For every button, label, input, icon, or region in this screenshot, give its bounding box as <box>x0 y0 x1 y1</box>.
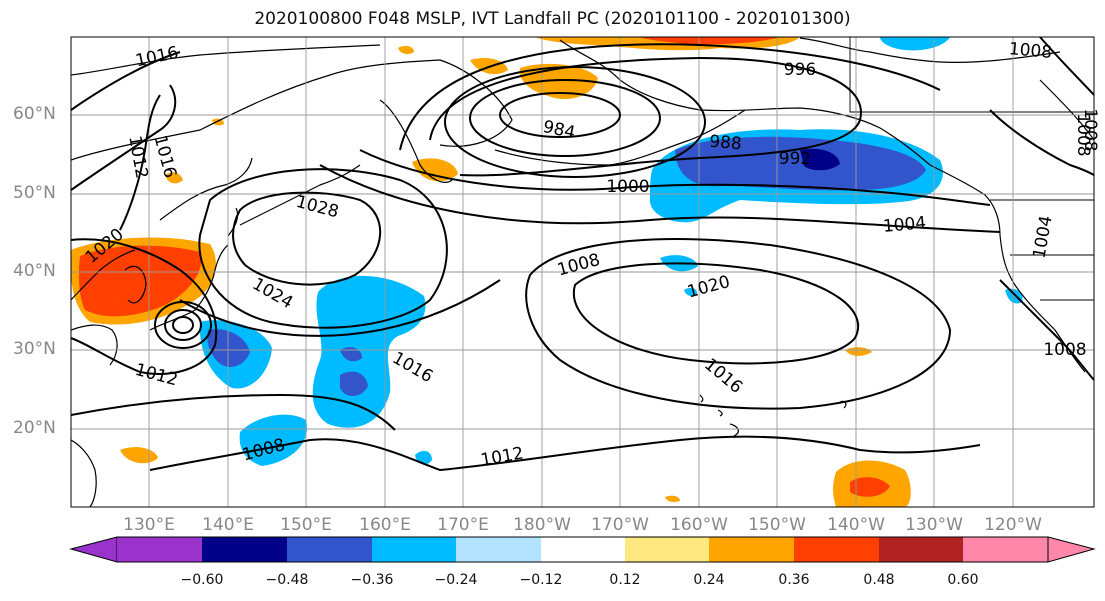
contour-label: 1008 <box>1043 340 1086 360</box>
lon-label: 140°W <box>827 515 885 535</box>
coastlines <box>71 37 1094 507</box>
lat-label: 40°N <box>13 261 56 281</box>
lon-label: 180°W <box>513 515 571 535</box>
colorbar-segment <box>709 537 794 562</box>
colorbar-tick-label: −0.60 <box>180 572 224 588</box>
colorbar-tick-label: −0.36 <box>350 572 394 588</box>
colorbar-tick-label: −0.12 <box>519 572 563 588</box>
colorbar-extend-low <box>69 536 118 563</box>
contour-labels: 1016 1016 1012 1020 1028 1024 1012 1008 … <box>82 39 1100 471</box>
colorbar-segment <box>879 537 963 562</box>
contour-label: 996 <box>784 60 816 80</box>
contour-label: 1004 <box>882 213 927 237</box>
contour-label: 1008 <box>1008 39 1053 63</box>
colorbar-tick-label: 0.48 <box>863 572 895 588</box>
lat-label: 20°N <box>13 418 56 438</box>
lon-label: 160°E <box>359 515 411 535</box>
lon-label: 150°W <box>748 515 806 535</box>
lon-label: 160°W <box>670 515 728 535</box>
contour-label: 992 <box>779 149 811 169</box>
map-frame <box>70 36 1095 508</box>
colorbar-tick-label: 0.36 <box>778 572 810 588</box>
colorbar-segment <box>541 537 625 562</box>
colorbar-segment <box>456 537 541 562</box>
colorbar-segment <box>963 537 1048 562</box>
colorbar-segment <box>372 537 456 562</box>
lat-label: 60°N <box>13 104 56 124</box>
lon-label: 130°W <box>905 515 963 535</box>
colorbar-segment <box>287 537 372 562</box>
contour-label: 988 <box>708 132 742 155</box>
lon-label: 170°E <box>437 515 489 535</box>
lon-label: 150°E <box>280 515 332 535</box>
colorbar-segment <box>202 537 287 562</box>
graticule <box>71 37 1094 507</box>
colorbar-segment <box>117 537 202 562</box>
mslp-contours <box>71 37 1094 472</box>
colorbar-tick-label: −0.24 <box>434 572 478 588</box>
ivt-shading <box>71 37 1023 507</box>
lon-label: 140°E <box>202 515 254 535</box>
lat-label: 30°N <box>13 339 56 359</box>
colorbar-tick-label: 0.60 <box>947 572 979 588</box>
lon-label: 120°W <box>984 515 1042 535</box>
contour-label: 1008 <box>1073 113 1093 156</box>
lon-label: 170°W <box>591 515 649 535</box>
contour-label: 1000 <box>606 177 649 197</box>
colorbar-tick-label: 0.12 <box>609 572 641 588</box>
lat-label: 50°N <box>13 183 56 203</box>
lon-label: 130°E <box>123 515 175 535</box>
contour-label: 1008 <box>1080 108 1100 151</box>
colorbar-segment <box>625 537 709 562</box>
colorbar-tick-label: −0.48 <box>265 572 309 588</box>
colorbar <box>69 536 1096 563</box>
colorbar-tick-label: 0.24 <box>693 572 725 588</box>
colorbar-extend-high <box>1047 536 1096 563</box>
colorbar-segment <box>794 537 879 562</box>
map-title: 2020100800 F048 MSLP, IVT Landfall PC (2… <box>254 9 851 29</box>
